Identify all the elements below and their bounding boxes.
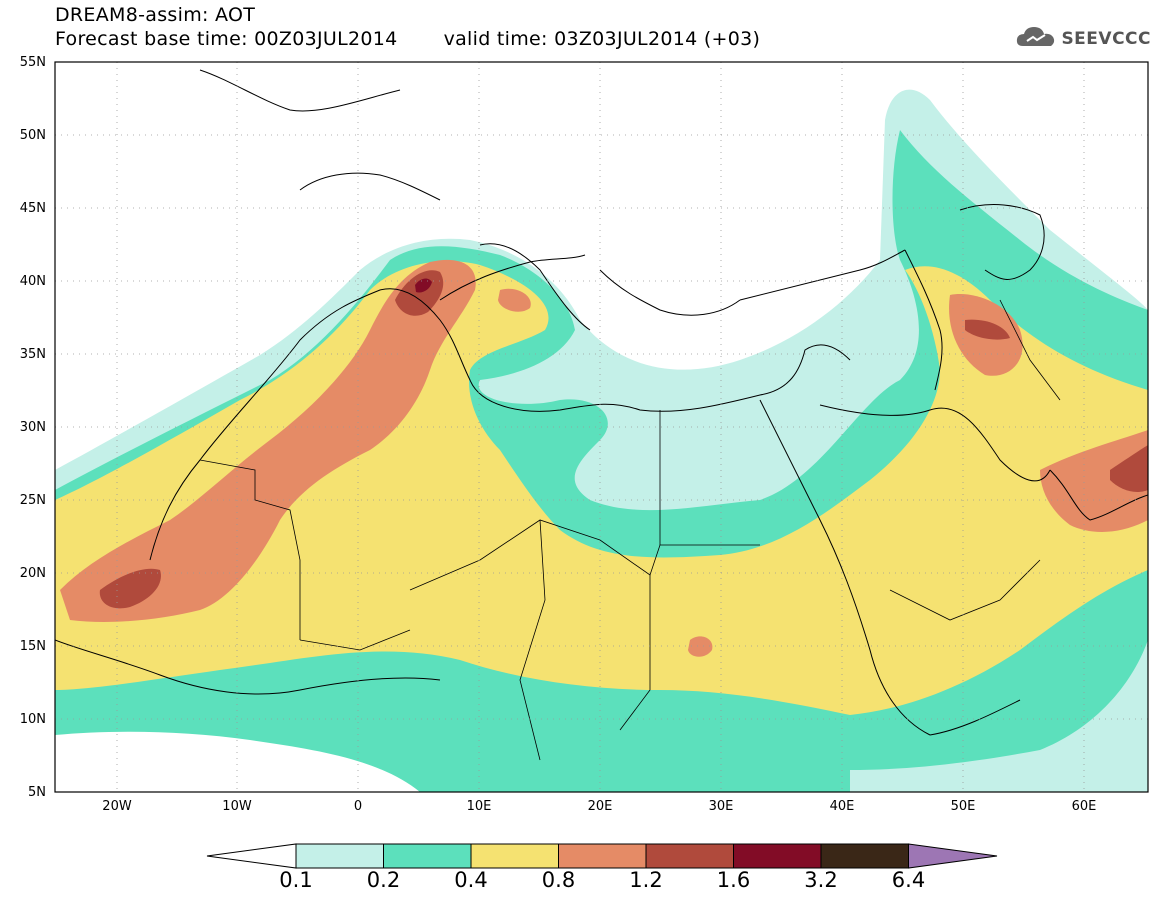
aot-field (55, 62, 1148, 792)
colorbar-above-max (908, 843, 998, 869)
colorbar-label-1-6: 1.6 (716, 868, 751, 892)
colorbar-label-0-2: 0.2 (366, 868, 401, 892)
map-title: DREAM8-assim: AOT (55, 4, 256, 26)
colorbar-below-min (206, 843, 297, 869)
valid-time: valid time: 03Z03JUL2014 (+03) (443, 28, 761, 50)
lat-label-15n: 15N (19, 639, 46, 654)
lat-label-30n: 30N (19, 420, 46, 435)
lon-label-50e: 50E (950, 799, 976, 814)
lon-label-40e: 40E (829, 799, 855, 814)
colorbar-box-3 (470, 843, 559, 869)
map-frame (54, 61, 1149, 793)
colorbar-box-7 (820, 843, 909, 869)
gridlines (55, 62, 1148, 792)
colorbar-label-0-8: 0.8 (541, 868, 576, 892)
lon-label-10e: 10E (466, 799, 492, 814)
lat-label-10n: 10N (19, 712, 46, 727)
lon-label-20e: 20E (587, 799, 613, 814)
colorbar-box-4 (558, 843, 647, 869)
lon-label-0: 0 (353, 799, 363, 814)
colorbar (206, 843, 998, 869)
lat-label-40n: 40N (19, 274, 46, 289)
lon-label-60e: 60E (1071, 799, 1097, 814)
coastlines (55, 69, 1148, 736)
colorbar-label-0-4: 0.4 (454, 868, 488, 892)
lat-label-25n: 25N (19, 493, 46, 508)
colorbar-box-5 (645, 843, 734, 869)
lat-label-35n: 35N (19, 347, 46, 362)
logo-text: SEEVCCC (1061, 29, 1151, 49)
colorbar-box-2 (383, 843, 472, 869)
forecast-base-time: Forecast base time: 00Z03JUL2014 (55, 28, 398, 50)
seevccc-logo: SEEVCCC (1015, 24, 1151, 54)
colorbar-box-6 (733, 843, 822, 869)
lat-label-5n: 5N (28, 785, 46, 800)
time-info: Forecast base time: 00Z03JUL2014 valid ti… (55, 28, 760, 50)
colorbar-label-6-4: 6.4 (891, 868, 926, 892)
colorbar-box-1 (295, 843, 384, 869)
colorbar-label-1-2: 1.2 (629, 868, 663, 892)
lat-label-20n: 20N (19, 566, 46, 581)
lat-label-45n: 45N (19, 201, 46, 216)
lon-label-30e: 30E (708, 799, 734, 814)
lon-label-10w: 10W (222, 799, 252, 814)
cloud-icon (1015, 24, 1057, 54)
borders (199, 299, 1061, 761)
colorbar-label-0-1: 0.1 (279, 868, 313, 892)
lon-label-20w: 20W (102, 799, 132, 814)
colorbar-label-3-2: 3.2 (804, 868, 838, 892)
lat-label-50n: 50N (19, 128, 46, 143)
lat-label-55n: 55N (19, 55, 46, 70)
